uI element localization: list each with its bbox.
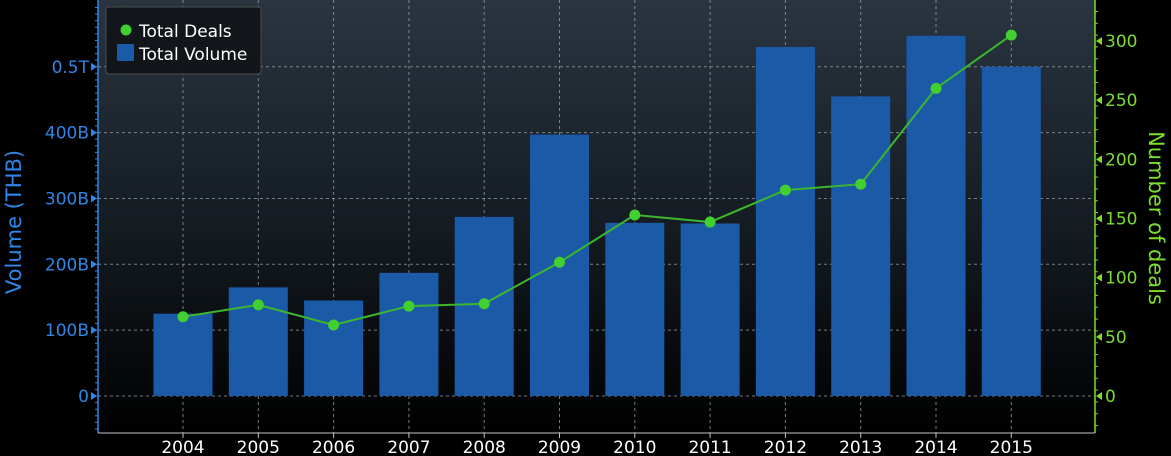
bar-total-volume-2014: [906, 35, 966, 396]
left-axis-tick-label: 200B: [45, 255, 89, 275]
x-axis-tick-label: 2008: [463, 438, 506, 456]
right-axis-tick-label: 250: [1105, 91, 1137, 111]
right-axis-tick: [1096, 332, 1102, 341]
bar-total-volume-2006: [304, 300, 364, 396]
point-total-deals-2004: [177, 311, 189, 323]
line-layer: [177, 29, 1017, 331]
x-axis-tick-label: 2012: [764, 438, 807, 456]
legend-marker-total-deals: [120, 24, 132, 36]
right-axis-tick-label: 300: [1105, 32, 1137, 52]
bars-layer: [153, 35, 1041, 397]
left-axis-tick-label: 100B: [45, 321, 89, 341]
right-axis-tick: [1096, 155, 1102, 164]
x-axis-tick-label: 2009: [538, 438, 581, 456]
right-axis-tick: [1096, 214, 1102, 223]
right-axis-tick-label: 0: [1105, 387, 1116, 407]
point-total-deals-2013: [855, 178, 867, 190]
left-axis-tick: [91, 326, 97, 335]
bar-total-volume-2010: [605, 222, 665, 396]
x-axis-tick-label: 2004: [161, 438, 204, 456]
bar-total-volume-2015: [981, 66, 1041, 396]
bar-total-volume-2011: [680, 223, 740, 396]
bar-total-volume-2013: [831, 96, 891, 396]
right-axis-tick: [1096, 273, 1102, 282]
bar-total-volume-2004: [153, 313, 213, 396]
point-total-deals-2015: [1005, 29, 1017, 41]
point-total-deals-2010: [629, 209, 641, 221]
line-total-deals: [182, 34, 1012, 327]
legend-label-total-deals: Total Deals: [138, 22, 232, 42]
bar-total-volume-2007: [379, 272, 439, 396]
x-axis-tick-label: 2006: [312, 438, 355, 456]
left-axis-tick-label: 0: [78, 387, 89, 407]
left-axis-tick-label: 300B: [45, 189, 89, 209]
right-axis-tick-label: 50: [1105, 328, 1127, 348]
left-axis-tick-label: 400B: [45, 124, 89, 144]
right-axis-tick-label: 150: [1105, 210, 1137, 230]
x-axis-tick-label: 2005: [237, 438, 280, 456]
right-axis-title: Number of deals: [1144, 131, 1168, 305]
right-axis-tick-label: 200: [1105, 150, 1137, 170]
labels-layer: 0 100B 200B 300B 400B 0.5T 0 50 100 150 200 250 300 2…: [2, 32, 1168, 456]
x-axis-tick-label: 2013: [839, 438, 882, 456]
right-axis-tick-label: 100: [1105, 269, 1137, 289]
point-total-deals-2006: [328, 319, 340, 331]
point-total-deals-2008: [478, 298, 490, 310]
x-axis-tick-label: 2010: [613, 438, 656, 456]
point-total-deals-2007: [403, 300, 415, 312]
right-axis-tick: [1096, 392, 1102, 400]
x-axis-tick-label: 2015: [990, 438, 1033, 456]
left-axis-tick: [91, 194, 97, 203]
point-total-deals-2009: [554, 256, 565, 268]
point-total-deals-2014: [930, 82, 942, 94]
right-axis-tick: [1096, 96, 1102, 105]
point-total-deals-2011: [704, 216, 716, 228]
left-axis-tick: [91, 392, 97, 400]
x-axis-tick-label: 2007: [387, 438, 430, 456]
left-axis-tick: [91, 62, 97, 71]
x-axis-tick-label: 2014: [914, 438, 957, 456]
legend-swatch-total-volume: [117, 44, 134, 61]
x-axis-tick-label: 2011: [688, 438, 731, 456]
point-total-deals-2005: [252, 299, 264, 311]
legend: Total Deals Total Volume: [105, 6, 262, 75]
legend-box: [105, 6, 262, 75]
left-axis-title: Volume (THB): [2, 150, 26, 294]
left-axis-tick: [91, 128, 97, 137]
point-total-deals-2012: [779, 184, 791, 196]
bar-total-volume-2012: [755, 46, 815, 397]
left-axis-tick-label: 0.5T: [52, 58, 90, 78]
legend-label-total-volume: Total Volume: [138, 45, 247, 65]
right-axis-tick: [1096, 37, 1102, 46]
left-axis-tick: [91, 260, 97, 269]
axes-layer: [91, 0, 1102, 438]
